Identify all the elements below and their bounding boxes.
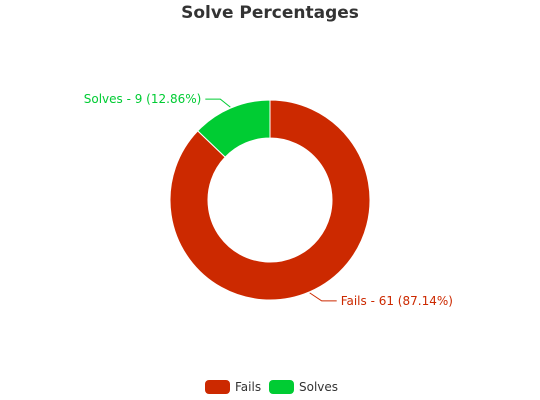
slice-callouts: Fails - 61 (87.14%) Solves - 9 (12.86%): [84, 92, 453, 308]
legend-label-fails: Fails: [235, 380, 261, 394]
callout-line-solves: [205, 98, 231, 108]
legend-swatch-solves: [269, 380, 294, 394]
callout-label-fails: Fails - 61 (87.14%): [341, 294, 453, 308]
legend-item-solves[interactable]: Solves: [269, 380, 338, 394]
legend-item-fails[interactable]: Fails: [205, 380, 261, 394]
callout-label-solves: Solves - 9 (12.86%): [84, 92, 202, 106]
slice-fails[interactable]: [169, 99, 371, 301]
slice-solves[interactable]: [197, 99, 271, 158]
callout-line-fails: [309, 292, 337, 302]
donut-slices: [169, 99, 371, 301]
legend-swatch-fails: [205, 380, 230, 394]
chart-title: Solve Percentages: [181, 3, 359, 23]
legend: Fails Solves: [205, 380, 338, 394]
legend-label-solves: Solves: [299, 380, 338, 394]
